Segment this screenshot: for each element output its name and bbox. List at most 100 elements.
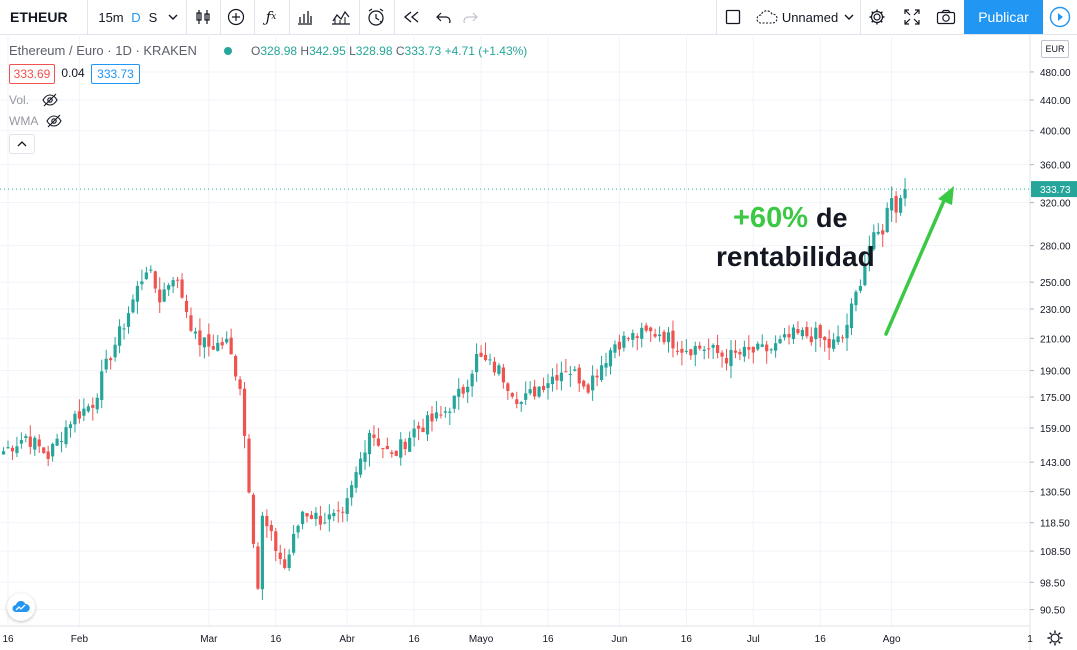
candle-body [876, 231, 880, 234]
candle-body [515, 399, 519, 405]
candle-body [19, 440, 23, 444]
play-circle-icon[interactable] [1043, 0, 1077, 34]
undo-icon[interactable] [432, 0, 456, 34]
collapse-legend-button[interactable] [9, 134, 35, 154]
candle-body [247, 438, 251, 493]
camera-icon[interactable] [931, 0, 961, 34]
bid-price-box[interactable]: 333.69 [9, 64, 55, 84]
wma-indicator-label[interactable]: WMA [9, 114, 38, 128]
financials-icon[interactable] [290, 0, 320, 34]
eye-hidden-icon[interactable] [46, 114, 62, 133]
settings-corner-icon[interactable] [1047, 630, 1063, 646]
candle-body [6, 447, 10, 449]
candle-body [77, 411, 82, 419]
fullscreen-icon[interactable] [897, 0, 927, 34]
templates-icon[interactable] [326, 0, 356, 34]
candle-body [42, 447, 46, 454]
fullscreen-select-icon[interactable] [722, 0, 744, 34]
candle-body [778, 339, 782, 344]
interval-dropdown-icon[interactable] [164, 0, 182, 34]
time-tick-label: Mar [200, 634, 218, 645]
symbol-search-button[interactable]: ETHEUR [10, 9, 68, 25]
candle-body [220, 342, 224, 346]
gear-icon[interactable] [862, 0, 892, 34]
candle-body [399, 439, 403, 458]
chevron-up-icon [17, 141, 27, 147]
candle-body [234, 355, 238, 377]
volume-indicator-label[interactable]: Vol. [9, 93, 29, 107]
candle-body [747, 347, 751, 350]
candle-body [327, 514, 331, 520]
alert-clock-icon[interactable] [361, 0, 391, 34]
compare-add-icon[interactable] [221, 0, 251, 34]
cloud-icon[interactable] [755, 0, 779, 34]
candle-body [117, 326, 122, 346]
candle-body [541, 385, 546, 390]
candle-body [37, 439, 41, 447]
candle-body [265, 516, 269, 527]
candle-body [644, 325, 648, 331]
interval-d-button[interactable]: D [131, 9, 141, 25]
candle-body [805, 327, 809, 337]
candle-body [769, 349, 773, 351]
candle-body [385, 445, 389, 450]
change-value: +4.71 (+1.43%) [444, 44, 528, 58]
low-label: L [349, 44, 356, 58]
interval-15m-button[interactable]: 15m [98, 9, 124, 25]
candle-body [832, 339, 836, 349]
interval-s-button[interactable]: S [148, 9, 158, 25]
candle-body [533, 386, 537, 397]
candle-body [733, 350, 738, 353]
publish-button[interactable]: Publicar [964, 0, 1043, 34]
time-tick-label: Abr [339, 634, 355, 645]
candle-body [631, 332, 635, 340]
symbol-legend-title[interactable]: Ethereum / Euro · 1D · KRAKEN [9, 43, 197, 58]
replay-icon[interactable] [396, 0, 426, 34]
candle-body [608, 350, 613, 367]
ohlc-values: O328.98 H342.95 L328.98 C333.73 +4.71 (+… [251, 44, 527, 58]
eye-hidden-icon[interactable] [42, 93, 58, 112]
price-tick-label: 250.00 [1040, 278, 1071, 289]
candle-body [64, 427, 68, 445]
candle-body [229, 337, 233, 355]
redo-icon[interactable] [458, 0, 482, 34]
layout-name-button[interactable]: Unnamed [781, 9, 839, 25]
candle-body [278, 552, 282, 560]
candle-body [591, 375, 595, 391]
candle-body [774, 343, 778, 351]
candle-body [256, 546, 260, 589]
candle-style-icon[interactable] [188, 0, 218, 34]
toolbar-divider [87, 0, 88, 34]
candle-body [519, 402, 523, 404]
high-label: H [300, 44, 310, 58]
ask-price-box[interactable]: 333.73 [91, 64, 140, 84]
candle-body [595, 375, 599, 378]
tradingview-logo[interactable] [7, 593, 35, 621]
candle-body [274, 531, 278, 552]
candle-body [238, 379, 242, 389]
candle-body [497, 365, 501, 374]
candle-body [680, 348, 684, 353]
currency-label[interactable]: EUR [1041, 40, 1069, 58]
candle-body [782, 334, 787, 338]
candle-body [425, 415, 430, 435]
price-axis[interactable]: 480.00 440.00 400.00 360.00 320.00 280.00 250.… [1030, 68, 1071, 617]
toolbar-divider [254, 0, 255, 34]
volume-label: Vol. [9, 93, 30, 107]
candle-body [671, 330, 675, 349]
candle-body [109, 358, 113, 361]
time-tick-label: 1 [1027, 634, 1033, 645]
time-axis[interactable]: 16 Feb Mar 16 Abr 16 Mayo 16 Jun 16 Jul 16 Ago 1 [2, 634, 1033, 645]
price-chart[interactable]: 480.00 440.00 400.00 360.00 320.00 280.00 250.… [0, 34, 1077, 650]
price-tick-label: 280.00 [1040, 242, 1071, 253]
candle-body [175, 279, 180, 281]
candle-body [613, 344, 617, 353]
candle-body [162, 289, 166, 302]
last-price-text: 333.73 [1040, 185, 1071, 196]
price-tick-label: 98.50 [1040, 578, 1065, 589]
candle-body [479, 352, 483, 357]
candle-body [693, 346, 697, 355]
layout-dropdown-icon[interactable] [842, 0, 856, 34]
spread-value: 0.04 [61, 66, 85, 80]
